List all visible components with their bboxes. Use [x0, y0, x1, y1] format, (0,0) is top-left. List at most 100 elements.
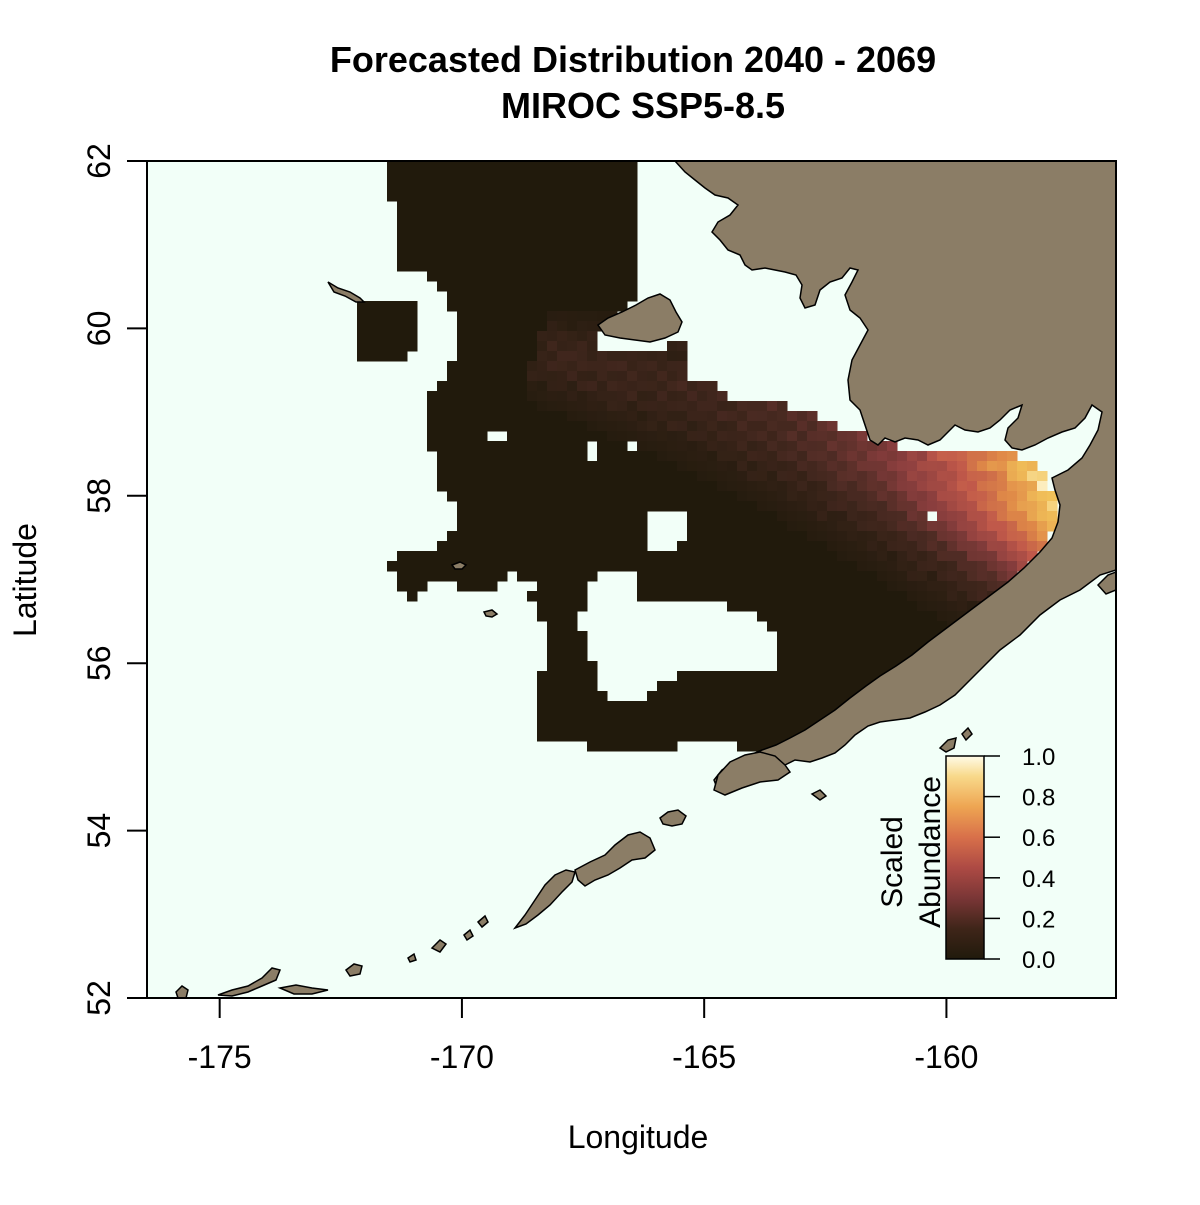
abundance-cell [907, 451, 918, 462]
abundance-cell [527, 261, 538, 272]
abundance-cell [747, 681, 758, 692]
abundance-cell [437, 541, 448, 552]
abundance-cell [677, 441, 688, 452]
abundance-cell [597, 541, 608, 552]
abundance-cell [747, 561, 758, 572]
abundance-cell [937, 521, 948, 532]
abundance-cell [587, 571, 598, 582]
abundance-cell [1007, 501, 1018, 512]
abundance-cell [507, 521, 518, 532]
abundance-cell [937, 461, 948, 472]
abundance-cell [577, 561, 588, 572]
abundance-cell [607, 361, 618, 372]
abundance-cell [477, 441, 488, 452]
abundance-cell [807, 571, 818, 582]
abundance-cell [617, 531, 628, 542]
abundance-cell [397, 231, 408, 242]
abundance-cell [527, 251, 538, 262]
abundance-cell [427, 401, 438, 412]
abundance-cell [457, 391, 468, 402]
abundance-cell [487, 291, 498, 302]
abundance-cell [467, 501, 478, 512]
abundance-cell [547, 601, 558, 612]
abundance-cell [747, 501, 758, 512]
abundance-cell [747, 721, 758, 732]
abundance-cell [1027, 501, 1038, 512]
abundance-cell [667, 401, 678, 412]
abundance-cell [597, 301, 608, 312]
abundance-cell [817, 511, 828, 522]
abundance-cell [807, 641, 818, 652]
abundance-cell [567, 681, 578, 692]
abundance-cell [727, 541, 738, 552]
land-kodiak-edge [1096, 571, 1116, 595]
abundance-cell [507, 291, 518, 302]
abundance-cell [817, 431, 828, 442]
abundance-cell [847, 581, 858, 592]
abundance-cell [377, 321, 388, 332]
abundance-cell [877, 481, 888, 492]
abundance-cell [567, 261, 578, 272]
abundance-cell [817, 641, 828, 652]
abundance-cell [547, 411, 558, 422]
abundance-cell [597, 721, 608, 732]
abundance-cell [777, 571, 788, 582]
abundance-cell [557, 401, 568, 412]
abundance-cell [467, 181, 478, 192]
abundance-cell [907, 621, 918, 632]
abundance-cell [477, 251, 488, 262]
abundance-cell [887, 441, 898, 452]
abundance-cell [767, 531, 778, 542]
abundance-cell [737, 551, 748, 562]
abundance-cell [687, 471, 698, 482]
abundance-cell [487, 231, 498, 242]
abundance-cell [817, 611, 828, 622]
abundance-cell [557, 501, 568, 512]
land-nunivak-island [596, 293, 683, 343]
abundance-cell [527, 291, 538, 302]
abundance-cell [607, 161, 618, 172]
abundance-cell [727, 521, 738, 532]
abundance-cell [887, 511, 898, 522]
abundance-cell [827, 551, 838, 562]
abundance-cell [457, 511, 468, 522]
abundance-cell [427, 241, 438, 252]
abundance-cell [1017, 491, 1028, 502]
abundance-cell [757, 551, 768, 562]
abundance-cell [577, 201, 588, 212]
abundance-cell [847, 661, 858, 672]
abundance-cell [567, 301, 578, 312]
abundance-cell [607, 181, 618, 192]
abundance-cell [1007, 571, 1018, 582]
abundance-cell [647, 551, 658, 562]
abundance-cell [977, 551, 988, 562]
abundance-cell [517, 431, 528, 442]
abundance-cell [1017, 551, 1028, 562]
abundance-cell [727, 551, 738, 562]
abundance-cell [867, 611, 878, 622]
abundance-cell [557, 701, 568, 712]
abundance-cell [577, 261, 588, 272]
abundance-cell [547, 721, 558, 732]
abundance-cell [577, 701, 588, 712]
abundance-cell [907, 561, 918, 572]
abundance-cell [477, 371, 488, 382]
abundance-cell [1037, 541, 1048, 552]
abundance-cell [587, 371, 598, 382]
abundance-cell [897, 471, 908, 482]
abundance-cell [577, 491, 588, 502]
abundance-cell [687, 671, 698, 682]
abundance-cell [907, 641, 918, 652]
abundance-cell [527, 471, 538, 482]
abundance-cell [557, 541, 568, 552]
abundance-cell [367, 331, 378, 342]
abundance-cell [847, 631, 858, 642]
abundance-cell [627, 501, 638, 512]
abundance-cell [647, 401, 658, 412]
abundance-cell [837, 591, 848, 602]
abundance-cell [587, 671, 598, 682]
abundance-cell [477, 391, 488, 402]
abundance-cell [627, 401, 638, 412]
abundance-cell [407, 321, 418, 332]
